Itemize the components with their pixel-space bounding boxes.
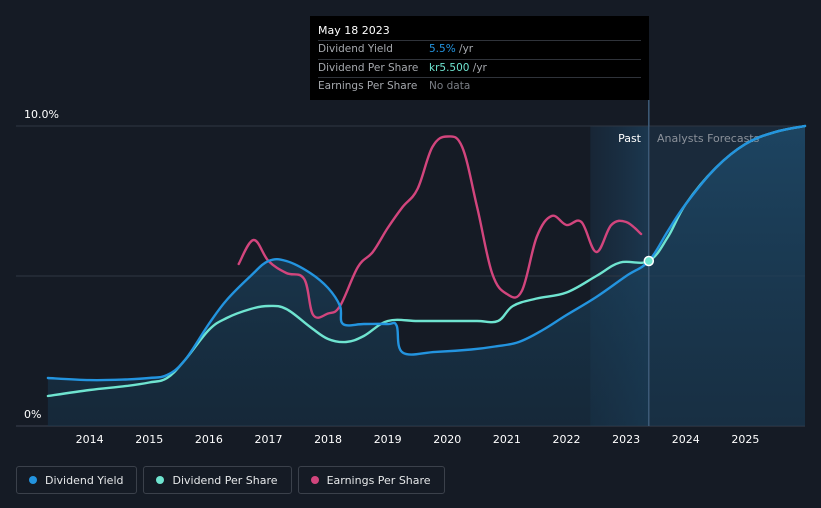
legend-label: Dividend Per Share: [172, 473, 278, 487]
legend-label: Earnings Per Share: [326, 473, 431, 487]
past-label: Past: [618, 132, 642, 145]
x-tick-label: 2025: [731, 433, 759, 446]
tooltip-date: May 18 2023: [318, 22, 641, 41]
dividend-per-share-dot-icon: [156, 476, 165, 484]
highlight-point[interactable]: [643, 255, 655, 267]
earnings-per-share-dot-icon: [310, 476, 319, 484]
dividend-yield-area-fill: [47, 126, 805, 426]
y-label-top: 10.0%: [24, 108, 59, 121]
legend-dividend-yield[interactable]: Dividend Yield: [16, 466, 138, 494]
x-tick-label: 2019: [374, 433, 402, 446]
tooltip-unit: /yr: [455, 43, 474, 55]
x-tick-label: 2022: [553, 433, 581, 446]
x-tick-label: 2024: [672, 433, 700, 446]
x-tick-label: 2021: [493, 433, 521, 446]
legend-label: Dividend Yield: [45, 473, 124, 487]
x-tick-label: 2014: [76, 433, 104, 446]
tooltip-row-earnings-per-share: Earnings Per Share No data: [318, 78, 641, 96]
dividend-yield-dot-icon: [29, 476, 37, 484]
x-tick-label: 2016: [195, 433, 223, 446]
tooltip-unit: /yr: [469, 61, 487, 74]
tooltip-label: Dividend Yield: [318, 43, 393, 55]
tooltip-value: 5.5%: [429, 43, 456, 55]
series-lines: [46, 124, 807, 398]
tooltip-row-dividend-yield: Dividend Yield 5.5% /yr: [318, 41, 641, 60]
y-label-bottom: 0%: [24, 408, 41, 421]
dividend-yield-area: [47, 126, 805, 426]
x-axis-ticks: 2014 2015 2016 2017 2018 2019 2020 2021 2022 2023…: [76, 433, 760, 446]
tooltip-row-dividend-per-share: Dividend Per Share kr5.500 /yr: [318, 60, 641, 78]
forecast-label: Analysts Forecasts: [657, 132, 760, 145]
earnings-per-share-line: [237, 135, 643, 319]
x-tick-label: 2023: [612, 433, 640, 446]
tooltip-label: Earnings Per Share: [318, 80, 418, 92]
legend-dividend-per-share[interactable]: Dividend Per Share: [143, 466, 292, 494]
x-tick-label: 2018: [314, 433, 342, 446]
tooltip-label: Dividend Per Share: [318, 61, 419, 74]
x-tick-label: 2017: [254, 433, 282, 446]
x-tick-label: 2020: [433, 433, 461, 446]
x-tick-label: 2015: [135, 433, 163, 446]
tooltip-value: No data: [429, 80, 471, 92]
tooltip-value: kr5.500: [429, 61, 470, 74]
dividend-yield-line: [46, 124, 807, 382]
legend: Dividend Yield Dividend Per Share Earnin…: [16, 466, 445, 494]
legend-earnings-per-share[interactable]: Earnings Per Share: [297, 466, 445, 494]
tooltip: May 18 2023 Dividend Yield 5.5% /yr Divi…: [310, 16, 649, 100]
